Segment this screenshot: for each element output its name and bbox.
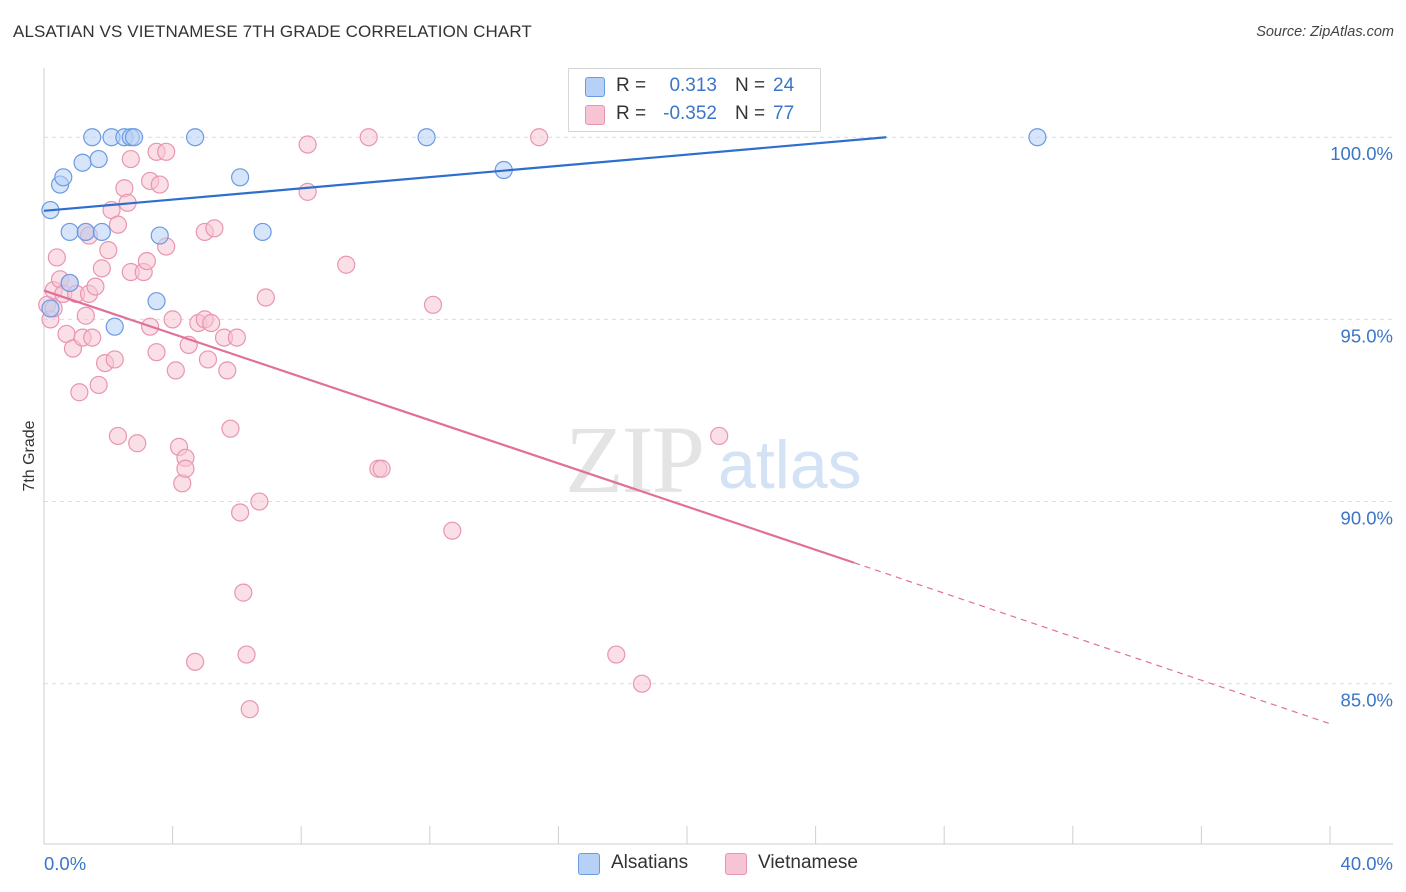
alsatian-point bbox=[124, 128, 144, 147]
vietnamese-point bbox=[221, 419, 240, 438]
vietnamese-point bbox=[150, 175, 169, 194]
alsatian-point bbox=[60, 222, 79, 242]
source-label: Source: ZipAtlas.com bbox=[1256, 24, 1394, 40]
alsatian-point bbox=[231, 168, 250, 187]
alsatian-point bbox=[41, 299, 60, 318]
y-tick-label: 100.0% bbox=[1330, 143, 1393, 164]
trend-lines bbox=[43, 136, 1331, 725]
series-label-vietnamese: Vietnamese bbox=[758, 852, 858, 873]
vietnamese-point bbox=[240, 700, 259, 719]
legend-r-value: -0.352 bbox=[663, 103, 717, 124]
vietnamese-point bbox=[92, 259, 111, 278]
vietnamese-point bbox=[121, 149, 140, 169]
watermark-zip: ZIP bbox=[565, 406, 703, 513]
alsatian-point bbox=[89, 149, 108, 169]
vietnamese-point bbox=[423, 295, 443, 314]
correlation-legend: R = 0.313 N = 24 R = -0.352 N = 77 bbox=[568, 68, 821, 132]
y-tick-label: 90.0% bbox=[1341, 508, 1393, 529]
vietnamese-point bbox=[237, 645, 256, 664]
vietnamese-point bbox=[337, 255, 356, 274]
vietnamese-point bbox=[47, 248, 66, 267]
vietnamese-point bbox=[530, 128, 549, 147]
vietnamese-point bbox=[157, 142, 176, 161]
vietnamese-point bbox=[147, 343, 166, 362]
x-tick-label-min: 0.0% bbox=[44, 853, 86, 874]
legend-r-value: 0.313 bbox=[669, 75, 717, 96]
vietnamese-point bbox=[250, 492, 269, 511]
vietnamese-trend-line bbox=[43, 289, 855, 564]
legend-r-label: R = bbox=[616, 103, 647, 124]
alsatian-point bbox=[54, 168, 73, 187]
alsatian-point bbox=[105, 317, 124, 336]
vietnamese-point bbox=[176, 459, 195, 478]
vietnamese-point bbox=[89, 375, 108, 395]
vietnamese-point bbox=[632, 674, 652, 693]
vietnamese-point bbox=[372, 459, 391, 478]
series-swatch-vietnamese bbox=[725, 853, 747, 875]
y-axis-title: 7th Grade bbox=[21, 420, 38, 491]
vietnamese-point bbox=[108, 215, 128, 234]
alsatian-trend-line bbox=[43, 136, 887, 212]
y-tick-label: 85.0% bbox=[1341, 690, 1393, 711]
vietnamese-point bbox=[227, 328, 246, 347]
legend-swatch-vietnamese bbox=[585, 105, 605, 125]
y-tick-label: 95.0% bbox=[1341, 325, 1393, 346]
vietnamese-point bbox=[298, 135, 317, 154]
alsatian-point bbox=[92, 222, 111, 242]
watermark-atlas: atlas bbox=[718, 427, 862, 503]
vietnamese-point bbox=[710, 426, 729, 446]
vietnamese-point bbox=[256, 288, 275, 307]
vietnamese-point bbox=[128, 434, 147, 453]
legend-r-label: R = bbox=[616, 75, 647, 96]
series-legend: Alsatians Vietnamese bbox=[0, 851, 1406, 877]
vietnamese-point bbox=[202, 313, 221, 333]
vietnamese-point bbox=[205, 219, 224, 238]
legend-n-value: 77 bbox=[773, 103, 795, 124]
alsatian-point bbox=[1028, 128, 1047, 147]
vietnamese-point bbox=[234, 583, 253, 602]
axis-labels: 85.0% 90.0% 95.0% 100.0% 0.0% 40.0% 7th Grade bbox=[21, 143, 1393, 874]
series-label-alsatians: Alsatians bbox=[611, 852, 689, 873]
vietnamese-point bbox=[198, 350, 218, 369]
vietnamese-point bbox=[218, 361, 237, 380]
vietnamese-point bbox=[166, 361, 185, 380]
alsatian-point bbox=[83, 128, 102, 147]
vietnamese-point bbox=[105, 350, 124, 369]
series-swatch-alsatians bbox=[578, 853, 600, 875]
watermark: ZIP atlas bbox=[565, 406, 862, 513]
vietnamese-point bbox=[108, 426, 128, 446]
vietnamese-point bbox=[607, 645, 626, 664]
vietnamese-point bbox=[443, 521, 462, 540]
alsatian-point bbox=[150, 226, 169, 245]
chart-title: ALSATIAN VS VIETNAMESE 7TH GRADE CORRELA… bbox=[13, 22, 532, 41]
alsatian-point bbox=[76, 222, 95, 242]
data-points bbox=[38, 128, 1047, 719]
vietnamese-point bbox=[298, 182, 317, 201]
x-tick-label-max: 40.0% bbox=[1341, 853, 1393, 874]
grid-lines bbox=[44, 136, 1392, 685]
legend-n-label: N = bbox=[735, 103, 766, 124]
vietnamese-point bbox=[76, 306, 95, 325]
legend-n-value: 24 bbox=[773, 75, 795, 96]
vietnamese-point bbox=[186, 652, 205, 671]
alsatian-point bbox=[417, 128, 436, 147]
alsatian-point bbox=[186, 128, 205, 147]
vietnamese-point bbox=[163, 310, 182, 329]
axes bbox=[43, 68, 1393, 845]
vietnamese-point bbox=[83, 328, 102, 347]
alsatian-point bbox=[73, 153, 92, 172]
alsatian-point bbox=[60, 273, 79, 293]
vietnamese-point bbox=[231, 503, 250, 522]
vietnamese-point bbox=[86, 277, 105, 296]
alsatian-point bbox=[253, 222, 272, 242]
legend-n-label: N = bbox=[735, 75, 766, 96]
vietnamese-point bbox=[137, 251, 156, 271]
vietnamese-point bbox=[70, 383, 89, 402]
legend-swatch-alsatians bbox=[585, 77, 605, 97]
vietnamese-point bbox=[99, 241, 118, 260]
vietnamese-trend-extension bbox=[853, 562, 1331, 725]
vietnamese-point bbox=[359, 128, 378, 147]
alsatian-point bbox=[147, 292, 166, 311]
